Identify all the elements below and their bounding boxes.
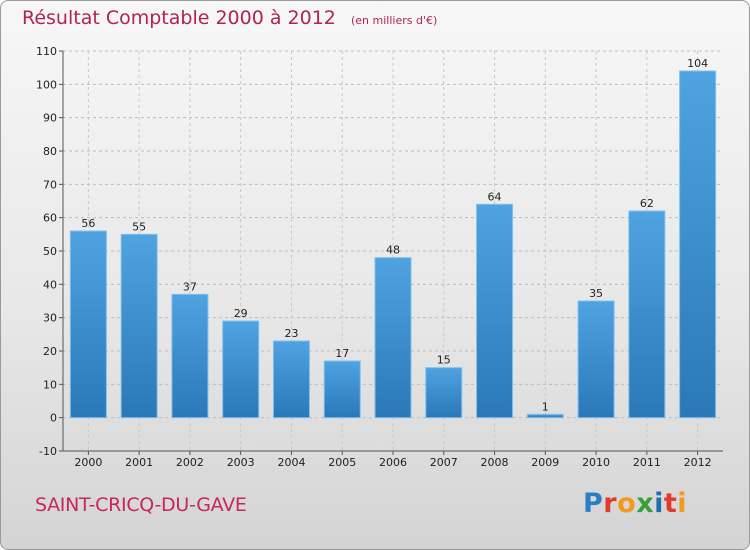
y-tick-label: 10 [43,378,57,391]
bar [526,413,564,419]
bar [272,340,310,419]
x-tick-label: 2007 [430,456,458,469]
y-tick-label: 20 [43,345,57,358]
bars [69,70,717,419]
bar [374,257,412,419]
x-tick-label: 2009 [531,456,559,469]
x-tick-label: 2011 [633,456,661,469]
y-tick-label: 30 [43,312,57,325]
bar-value-label: 15 [437,354,451,367]
bar [679,70,717,419]
bar-value-label: 56 [81,217,95,230]
x-tick-label: 2001 [125,456,153,469]
bar-value-label: 17 [335,347,349,360]
x-tick-label: 2012 [684,456,712,469]
bar [425,367,463,419]
y-tick-label: -10 [39,445,57,458]
bar [323,360,361,419]
y-tick-label: 110 [36,45,57,58]
y-tick-label: 80 [43,145,57,158]
title-row: Résultat Comptable 2000 à 2012 (en milli… [22,7,437,29]
bar [222,320,260,419]
brand-letter: x [636,488,655,519]
bar [171,293,209,419]
bar-value-label: 64 [488,190,502,203]
bar-value-label: 62 [640,197,654,210]
x-tick-label: 2008 [481,456,509,469]
bar-value-label: 23 [284,327,298,340]
bar [577,300,615,419]
y-tick-label: 90 [43,112,57,125]
labels: -10 0 10 20 30 40 50 60 70 80 90 100 110 2000 56 2001 55… [36,45,712,469]
y-tick-label: 0 [50,412,57,425]
brand-logo[interactable]: Proxiti [583,488,687,519]
chart-subtitle: (en milliers d'€) [350,14,438,27]
bar-value-label: 29 [234,307,248,320]
brand-letter: t [663,488,678,519]
y-tick-label: 70 [43,178,57,191]
brand-letter: r [603,488,618,519]
x-tick-label: 2006 [379,456,407,469]
y-tick-label: 40 [43,278,57,291]
brand-letter: o [617,488,637,519]
bar [628,210,666,419]
brand-letter: i [654,488,664,519]
bar-value-label: 1 [542,400,549,413]
y-tick-label: 60 [43,212,57,225]
brand-letter: i [677,488,688,519]
brand-letter: P [583,488,604,519]
chart-title: Résultat Comptable 2000 à 2012 [22,7,336,29]
bar-value-label: 104 [687,57,708,70]
x-tick-label: 2005 [328,456,356,469]
bar [69,230,107,419]
x-tick-label: 2002 [176,456,204,469]
x-tick-label: 2003 [227,456,255,469]
commune-name: SAINT-CRICQ-DU-GAVE [35,494,247,516]
bar [120,233,158,419]
bar [476,203,514,419]
x-tick-label: 2004 [277,456,305,469]
bar-value-label: 37 [183,280,197,293]
x-tick-label: 2010 [582,456,610,469]
bar-value-label: 35 [589,287,603,300]
bar-value-label: 55 [132,220,146,233]
y-tick-label: 50 [43,245,57,258]
x-tick-label: 2000 [74,456,102,469]
axes [59,50,723,455]
bar-value-label: 48 [386,244,400,257]
y-tick-label: 100 [36,78,57,91]
